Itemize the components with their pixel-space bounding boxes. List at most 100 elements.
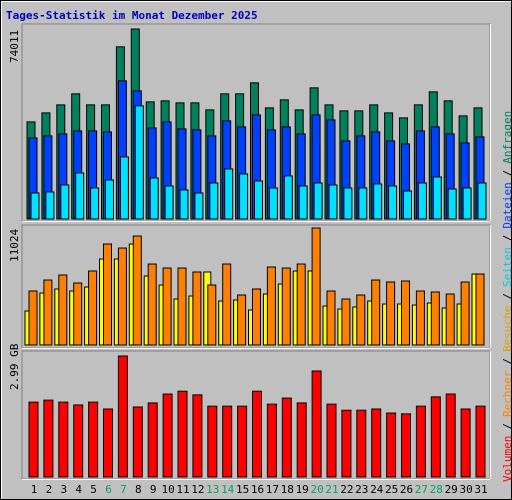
bar	[460, 408, 471, 478]
bar	[134, 105, 144, 220]
x-tick-label: 23	[355, 483, 368, 496]
bar	[356, 409, 367, 478]
legend: Volumen / Rechner / Besuche / Seiten / Dateien / A…	[501, 111, 512, 482]
x-tick-label: 21	[325, 483, 338, 496]
bar	[356, 294, 366, 346]
bar	[266, 266, 276, 346]
bar	[117, 355, 128, 478]
bar	[237, 405, 248, 478]
x-tick-label: 7	[120, 483, 127, 496]
bar	[88, 401, 99, 478]
bar	[283, 175, 293, 220]
bar	[371, 408, 382, 478]
bar	[103, 243, 112, 346]
bar	[105, 179, 114, 220]
x-tick-label: 5	[90, 483, 97, 496]
bar	[73, 282, 83, 346]
x-tick-label: 2	[46, 483, 53, 496]
bar	[430, 396, 441, 478]
bar	[386, 281, 396, 346]
bar	[252, 390, 262, 478]
bar	[209, 182, 219, 220]
x-tick-label: 17	[266, 483, 279, 496]
bar	[73, 404, 84, 478]
bar	[222, 405, 233, 478]
y-tick-label: 2.99 GB	[8, 343, 21, 390]
bar	[326, 403, 337, 478]
x-tick-label: 1	[31, 483, 38, 496]
x-tick-label: 31	[474, 483, 487, 496]
x-tick-label: 29	[445, 483, 458, 496]
x-tick-label: 16	[251, 483, 264, 496]
bar	[328, 184, 338, 220]
bar	[415, 290, 425, 346]
y-tick-label: 74011	[8, 30, 21, 63]
bar	[401, 413, 411, 478]
legend-separator: /	[501, 293, 512, 300]
bar	[388, 185, 398, 220]
x-tick-label: 19	[296, 483, 309, 496]
bar	[252, 288, 261, 346]
bar	[177, 267, 187, 346]
bar	[430, 291, 440, 346]
bar	[326, 290, 336, 346]
bar	[192, 271, 202, 346]
bar	[403, 190, 412, 220]
legend-entry: Rechner	[501, 370, 512, 417]
bar	[119, 156, 129, 220]
x-tick-label: 20	[310, 483, 323, 496]
legend-separator: /	[501, 358, 512, 365]
x-tick-label: 10	[161, 483, 174, 496]
bar	[341, 298, 351, 346]
bar	[207, 284, 217, 346]
bar	[358, 187, 368, 220]
y-tick-label: 11024	[8, 229, 21, 262]
bar	[386, 412, 397, 478]
bar	[132, 406, 143, 478]
bar	[43, 399, 54, 478]
bar	[475, 273, 485, 346]
bar	[462, 187, 472, 220]
x-tick-label: 8	[135, 483, 142, 496]
x-tick-label: 9	[150, 483, 157, 496]
bar	[313, 182, 323, 220]
bar	[311, 227, 321, 346]
legend-entry: Anfragen	[501, 111, 512, 164]
x-tick-label: 4	[75, 483, 82, 496]
bar	[373, 183, 383, 220]
bar	[162, 393, 173, 478]
bar	[237, 294, 247, 346]
x-tick-label: 18	[281, 483, 294, 496]
bar	[268, 187, 278, 220]
bar	[103, 408, 113, 478]
bar	[266, 403, 277, 478]
bar	[149, 177, 159, 220]
bar	[281, 397, 292, 478]
x-tick-label: 25	[385, 483, 398, 496]
legend-separator: /	[501, 235, 512, 242]
bar	[447, 188, 457, 220]
bar	[401, 280, 410, 346]
bar	[281, 267, 291, 346]
bar	[460, 281, 470, 346]
bar	[432, 176, 442, 220]
bar	[343, 187, 353, 220]
x-tick-label: 11	[176, 483, 189, 496]
bar	[239, 173, 249, 220]
bar	[164, 185, 174, 220]
bar	[445, 393, 456, 478]
bar	[296, 263, 306, 346]
x-tick-label: 14	[221, 483, 235, 496]
bar	[58, 401, 69, 478]
x-tick-label: 28	[430, 483, 443, 496]
bar	[207, 405, 218, 478]
legend-separator: /	[501, 423, 512, 430]
bar	[162, 267, 172, 346]
bar	[30, 192, 40, 220]
x-tick-label: 12	[191, 483, 204, 496]
bar	[75, 172, 85, 220]
x-tick-label: 13	[206, 483, 219, 496]
x-tick-label: 26	[400, 483, 413, 496]
bar	[222, 263, 232, 346]
